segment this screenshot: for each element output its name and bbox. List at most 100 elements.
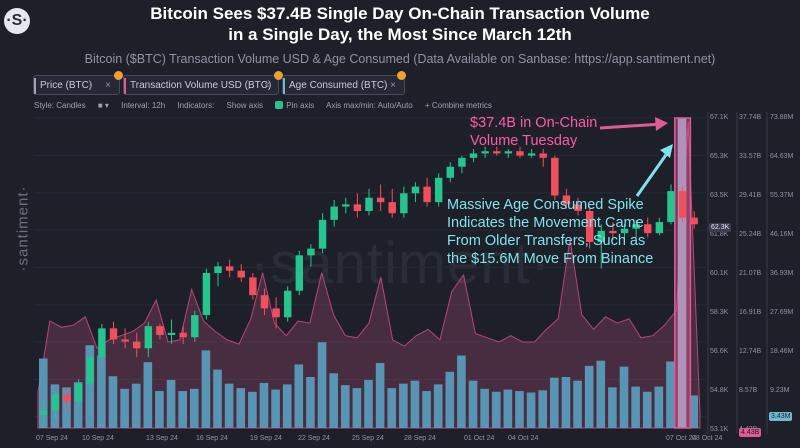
- santiment-logo-icon[interactable]: ·S·: [4, 8, 30, 34]
- x-axis-tick: 07 Oct 24: [666, 435, 697, 442]
- volume-bar: [282, 384, 292, 428]
- show-axis-toggle[interactable]: Show axis: [226, 101, 264, 110]
- more-options-icon[interactable]: ⋮: [370, 80, 380, 91]
- volume-bar: [480, 388, 489, 428]
- candle-body: [434, 177, 443, 203]
- metric-color-bar: [124, 78, 126, 94]
- close-icon[interactable]: ×: [390, 80, 396, 91]
- candle-body: [237, 270, 245, 278]
- age-annotation-line-4: the $15.6M Move From Binance: [447, 251, 654, 267]
- volume-bar: [108, 376, 118, 428]
- volume-bar: [155, 391, 164, 428]
- metric-label: Age Consumed (BTC): [289, 80, 388, 91]
- interval-selector[interactable]: Interval: 12h: [121, 101, 166, 110]
- x-axis-tick: 25 Sep 24: [352, 435, 384, 442]
- x-axis-tick: 08 Oct 24: [692, 435, 723, 442]
- x-axis-tick: 04 Oct 24: [508, 435, 539, 442]
- volume-bar: [445, 371, 455, 428]
- current-age-tag: 3.43M: [769, 412, 793, 421]
- volume-bar: [468, 380, 478, 428]
- age-axis-tick: 55.37M: [770, 192, 794, 199]
- checkbox-icon[interactable]: [275, 101, 284, 109]
- x-axis-tick: 22 Sep 24: [298, 435, 330, 442]
- volume-bar: [410, 380, 420, 428]
- volume-bar: [608, 387, 617, 428]
- candle-body: [272, 308, 280, 318]
- candle-body: [690, 217, 698, 225]
- price-axis-tick: 61.8K: [710, 231, 729, 238]
- candle-body: [133, 341, 141, 349]
- candle-body: [678, 191, 687, 218]
- metric-badge-icon: [397, 71, 406, 80]
- volume-bar: [491, 391, 501, 428]
- volume-arrow: [599, 122, 663, 130]
- candle-body: [365, 197, 373, 211]
- x-axis-tick: 01 Oct 24: [464, 435, 495, 442]
- volume-annotation: $37.4B in On-Chain Volume Tuesday: [470, 114, 597, 150]
- candle-body: [121, 339, 129, 342]
- candle-body: [249, 277, 257, 296]
- metric-pill-transaction-volume[interactable]: Transaction Volume USD (BTC) ⋮ ×: [123, 75, 279, 95]
- more-options-icon[interactable]: ⋮: [244, 80, 254, 91]
- candle-body: [353, 204, 362, 211]
- metric-pill-age-consumed[interactable]: Age Consumed (BTC) ⋮ ×: [282, 75, 405, 95]
- volume-axis-tick: 33.57B: [739, 153, 762, 160]
- candle-body: [446, 166, 455, 178]
- volume-axis-tick: 21.07B: [739, 270, 762, 277]
- metric-label: Price (BTC): [40, 80, 93, 91]
- candle-body: [156, 326, 164, 335]
- candle-body: [411, 186, 420, 194]
- volume-bar: [538, 390, 548, 428]
- candle-body: [667, 191, 675, 223]
- pin-axis-toggle[interactable]: Pin axis: [275, 101, 314, 110]
- volume-bar: [120, 388, 129, 428]
- volume-bar: [317, 342, 327, 428]
- volume-bar: [39, 358, 48, 428]
- axis-mode-selector[interactable]: Axis max/min: Auto/Auto: [326, 101, 413, 110]
- candle-body: [342, 204, 350, 207]
- price-axis-tick: 67.1K: [710, 114, 729, 121]
- metric-color-bar: [283, 78, 285, 94]
- age-axis-tick: 46.16M: [770, 231, 794, 238]
- combine-metrics-button[interactable]: + Combine metrics: [424, 101, 492, 110]
- volume-bar: [457, 355, 466, 428]
- volume-bar: [97, 355, 106, 428]
- age-annotation-line-2: Indicates the Movement Came: [447, 215, 644, 231]
- volume-bar: [364, 379, 373, 428]
- candle-body: [562, 195, 571, 205]
- volume-bar: [666, 361, 675, 428]
- candle-body: [423, 186, 431, 203]
- candle-body: [620, 228, 629, 234]
- candle-body: [318, 219, 327, 249]
- age-arrow: [635, 151, 670, 197]
- more-options-icon[interactable]: ⋮: [85, 80, 95, 91]
- candle-body: [214, 266, 222, 273]
- candle-body: [632, 224, 640, 229]
- candle-body: [330, 206, 338, 220]
- volume-bar: [189, 388, 199, 428]
- age-axis-tick: 9.23M: [770, 387, 790, 394]
- candle-body: [574, 204, 582, 211]
- volume-bar: [387, 388, 397, 428]
- candle-body: [86, 357, 94, 384]
- style-selector[interactable]: Style: Candles: [34, 101, 86, 110]
- candle-body: [504, 151, 513, 154]
- candle-body: [539, 153, 547, 158]
- volume-bar: [178, 391, 187, 428]
- candle-body: [388, 202, 396, 214]
- volume-bar: [329, 373, 338, 428]
- volume-bar: [526, 392, 536, 428]
- candle-body: [283, 290, 292, 318]
- volume-bar: [631, 386, 640, 428]
- close-icon[interactable]: ×: [105, 80, 111, 91]
- indicators-selector[interactable]: Indicators:: [177, 101, 215, 110]
- volume-bar: [213, 369, 222, 428]
- color-selector-icon[interactable]: ■ ▾: [97, 101, 109, 110]
- close-icon[interactable]: ×: [264, 80, 270, 91]
- candle-body: [51, 394, 60, 411]
- metric-pill-price[interactable]: Price (BTC) ⋮ ×: [33, 75, 120, 95]
- volume-bar: [236, 388, 246, 428]
- volume-bar: [248, 391, 257, 428]
- candle-body: [458, 157, 466, 167]
